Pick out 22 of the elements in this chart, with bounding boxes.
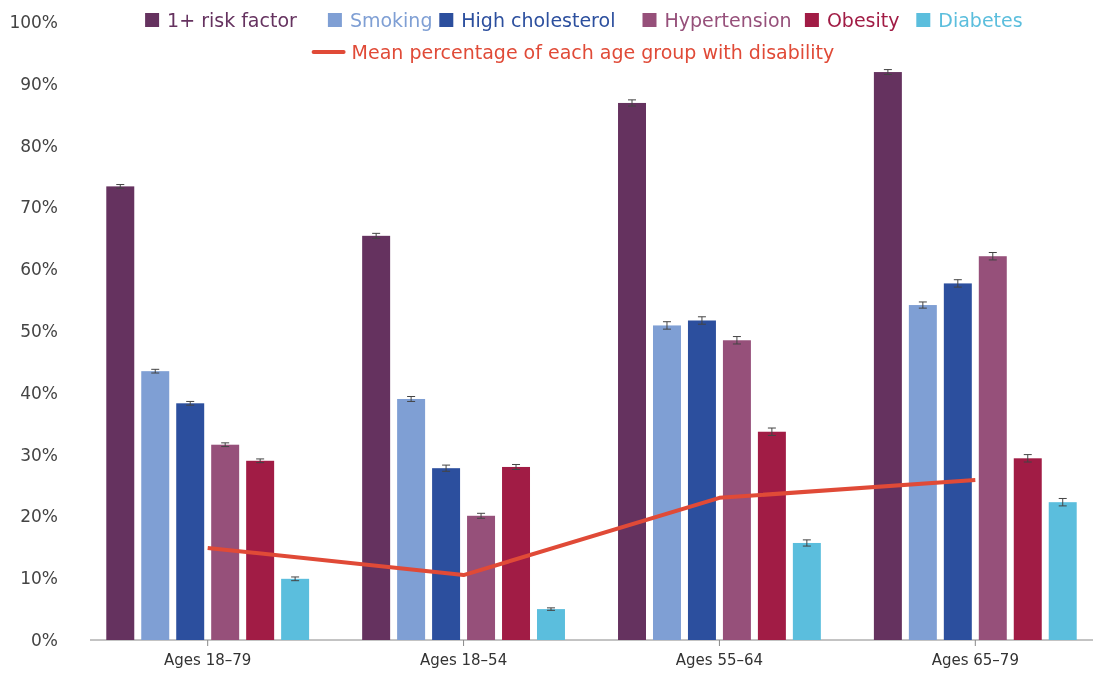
x-tick-label: Ages 65–79 bbox=[931, 651, 1019, 669]
x-tick-label: Ages 18–54 bbox=[419, 651, 508, 669]
y-tick-label: 90% bbox=[20, 73, 58, 94]
legend-label: Obesity bbox=[826, 8, 900, 31]
y-tick-label: 50% bbox=[20, 320, 58, 341]
legend-label: Mean percentage of each age group with disability bbox=[351, 40, 835, 63]
y-tick-label: 60% bbox=[20, 259, 58, 280]
legend-label: Hypertension bbox=[664, 8, 792, 31]
y-tick-label: 80% bbox=[20, 135, 58, 156]
x-tick-label: Ages 18–79 bbox=[164, 651, 252, 669]
y-tick-label: 0% bbox=[31, 629, 58, 650]
y-tick-label: 40% bbox=[20, 382, 58, 403]
y-tick-label: 10% bbox=[20, 568, 58, 589]
legend-label: 1+ risk factor bbox=[167, 8, 298, 31]
y-tick-label: 30% bbox=[20, 444, 58, 465]
y-tick-label: 100% bbox=[9, 11, 58, 32]
x-tick-label: Ages 55–64 bbox=[675, 651, 764, 669]
y-tick-label: 70% bbox=[20, 197, 58, 218]
legend-label: Diabetes bbox=[938, 8, 1023, 31]
legend-label: Smoking bbox=[349, 8, 433, 31]
legend-label: High cholesterol bbox=[461, 8, 616, 31]
y-tick-label: 20% bbox=[20, 506, 58, 527]
